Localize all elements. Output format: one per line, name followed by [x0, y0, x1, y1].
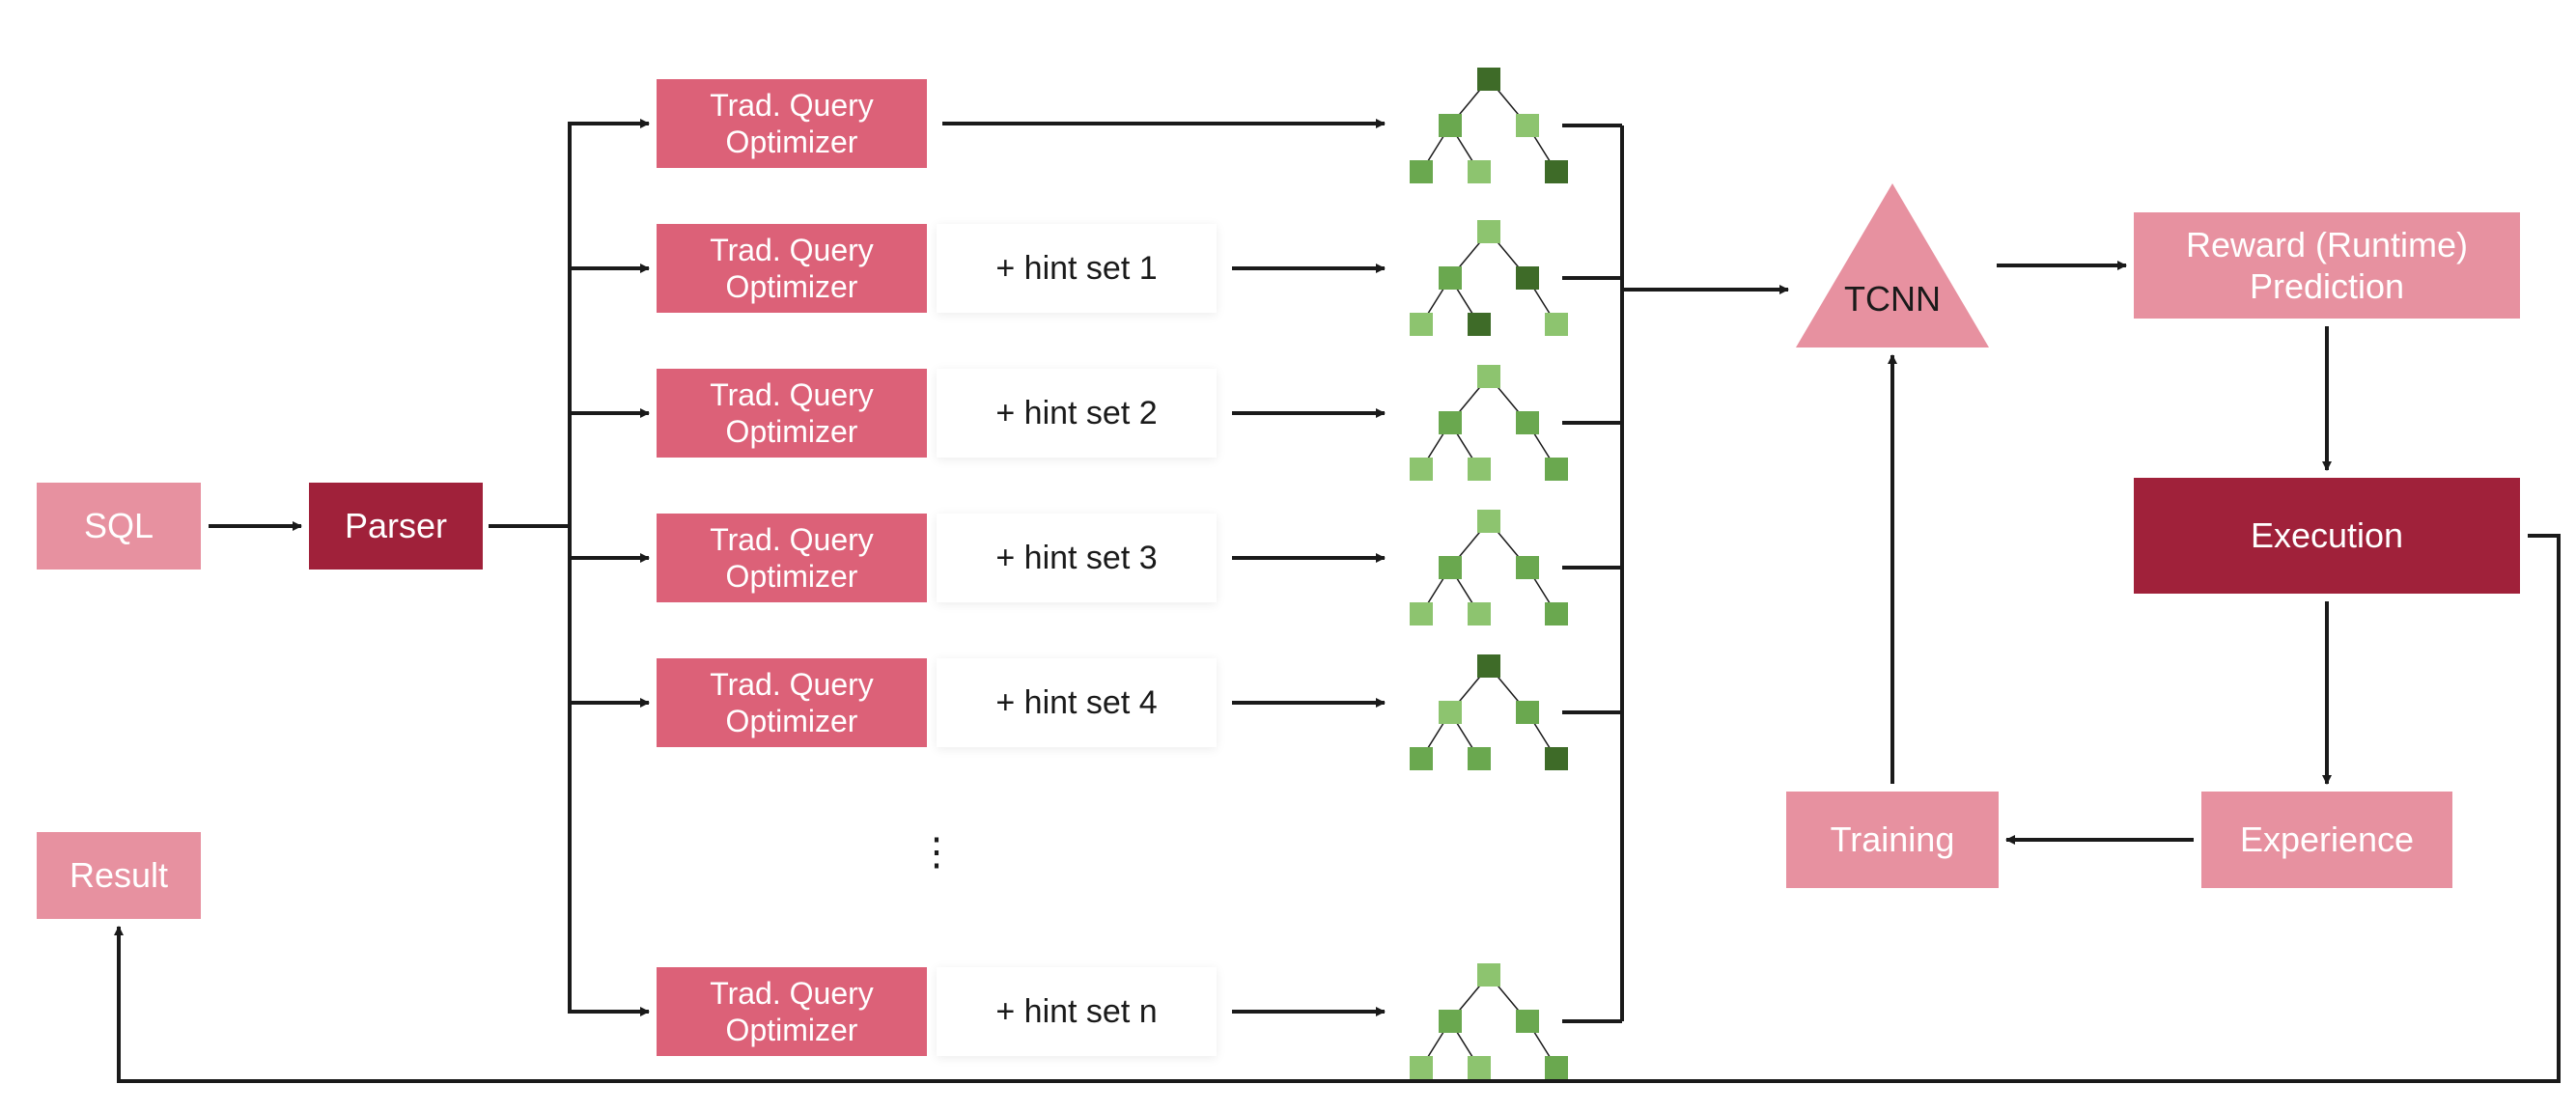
arrows-layer — [0, 0, 2576, 1106]
